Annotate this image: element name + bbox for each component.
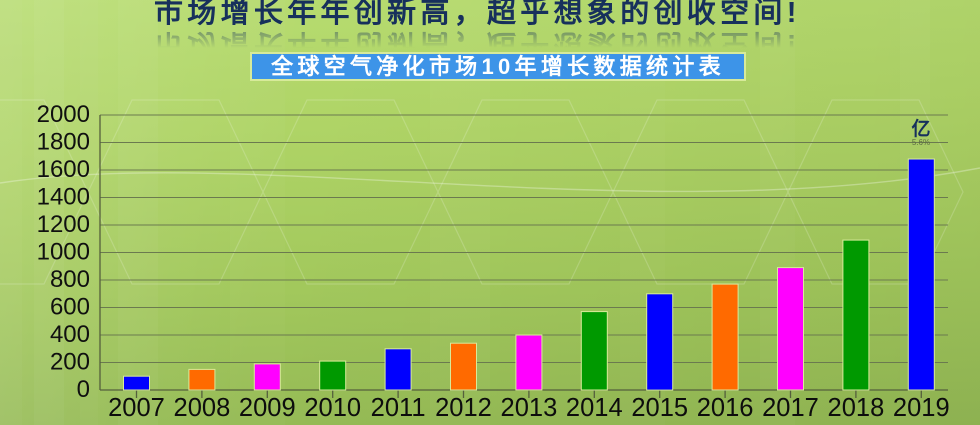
svg-text:1200: 1200	[37, 211, 90, 238]
svg-text:0: 0	[77, 376, 90, 403]
svg-text:1400: 1400	[37, 184, 90, 211]
svg-text:2011: 2011	[371, 394, 426, 422]
svg-text:5.6%: 5.6%	[912, 138, 930, 147]
svg-text:2016: 2016	[697, 394, 754, 422]
svg-text:2019: 2019	[893, 394, 950, 422]
svg-text:600: 600	[50, 294, 90, 321]
svg-text:2018: 2018	[828, 394, 885, 422]
svg-text:1600: 1600	[37, 156, 90, 183]
svg-text:2017: 2017	[762, 394, 819, 422]
svg-text:亿: 亿	[911, 117, 930, 140]
svg-text:2010: 2010	[304, 394, 361, 422]
svg-text:1000: 1000	[37, 239, 90, 266]
svg-text:2015: 2015	[631, 394, 688, 422]
svg-text:2007: 2007	[108, 394, 165, 422]
svg-text:2013: 2013	[501, 394, 558, 422]
svg-text:1800: 1800	[37, 129, 90, 156]
svg-text:2012: 2012	[435, 394, 492, 422]
svg-text:2000: 2000	[37, 101, 90, 128]
svg-text:2009: 2009	[239, 394, 296, 422]
svg-text:800: 800	[50, 266, 90, 293]
svg-text:200: 200	[50, 349, 90, 376]
svg-text:2014: 2014	[566, 394, 623, 422]
svg-text:2008: 2008	[174, 394, 231, 422]
svg-text:400: 400	[50, 321, 90, 348]
